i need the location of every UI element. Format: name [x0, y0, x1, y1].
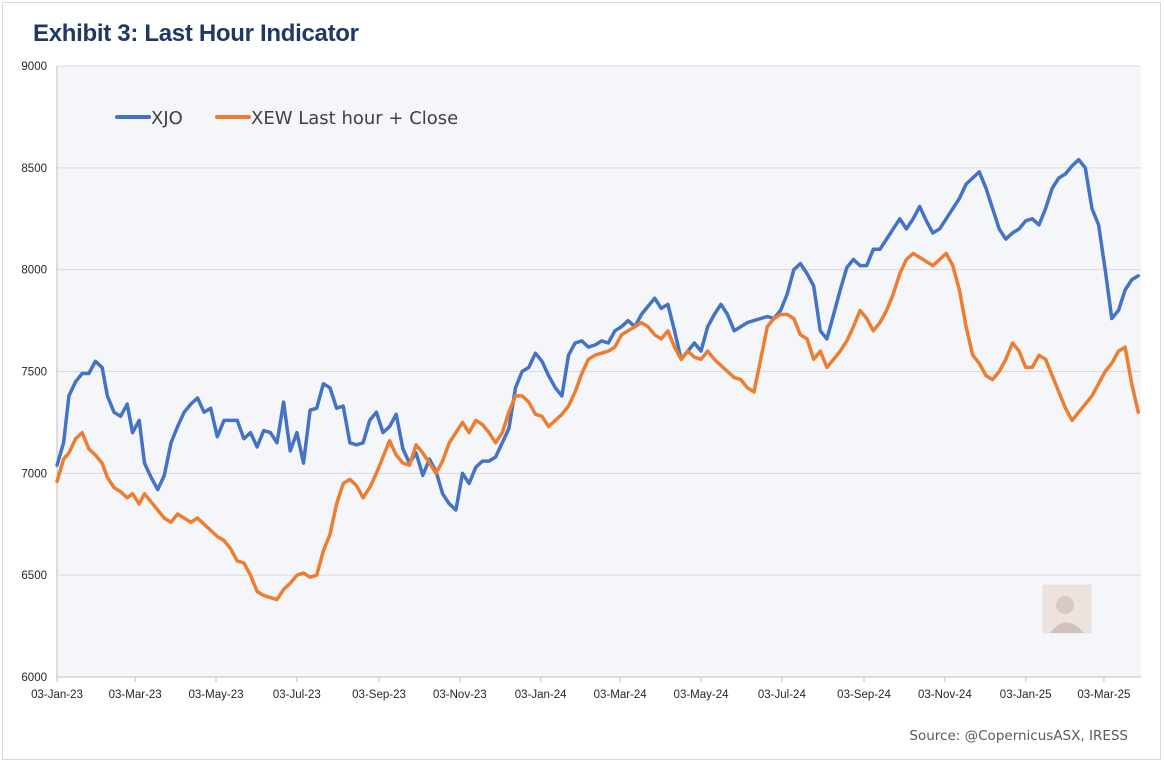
series-line [55, 251, 1141, 602]
x-tick-label: 03-May-23 [189, 689, 244, 701]
x-tick-label: 03-Mar-25 [1077, 689, 1130, 701]
y-tick-label: 6500 [21, 570, 47, 582]
x-tick-label: 03-Jul-24 [758, 689, 807, 701]
x-tick-label: 03-May-24 [674, 689, 730, 701]
source-note: Source: @CopernicusASX, IRESS [909, 728, 1128, 744]
x-tick-label: 03-Mar-23 [109, 689, 162, 701]
legend-label: XJO [151, 108, 183, 129]
y-tick-label: 7000 [21, 468, 47, 480]
watermark-image [1042, 584, 1092, 634]
y-tick-label: 8000 [21, 265, 47, 277]
x-axis: 03-Jan-23 03-Mar-23 03-May-23 03-Jul-23 03-S… [31, 676, 1141, 701]
legend-item: XJO [115, 108, 183, 129]
x-tick-label: 03-Jan-24 [515, 689, 567, 701]
x-tick-label: 03-Sep-24 [837, 689, 891, 701]
y-tick-label: 6000 [21, 672, 47, 684]
series-line [55, 157, 1141, 512]
series-lines [55, 157, 1141, 602]
x-tick-label: 03-Jul-23 [273, 689, 321, 701]
x-tick-label: 03-Sep-23 [352, 689, 406, 701]
y-axis: 6000 6500 7000 7500 8000 8500 9000 [21, 61, 58, 684]
x-tick-label: 03-Nov-24 [918, 689, 972, 701]
y-tick-label: 7500 [21, 367, 47, 379]
x-tick-label: 03-Nov-23 [433, 689, 487, 701]
legend: XJO XEW Last hour + Close [115, 108, 458, 129]
y-tick-label: 8500 [21, 163, 47, 175]
series-xjo [55, 157, 1141, 512]
series-xew [55, 251, 1141, 602]
x-tick-label: 03-Mar-24 [594, 689, 648, 701]
chart-title: Exhibit 3: Last Hour Indicator [33, 20, 359, 47]
y-tick-label: 9000 [21, 61, 47, 73]
legend-label: XEW Last hour + Close [251, 108, 458, 129]
x-tick-label: 03-Jan-23 [31, 689, 83, 701]
legend-item: XEW Last hour + Close [215, 108, 458, 129]
x-tick-label: 03-Jan-25 [1000, 689, 1052, 701]
